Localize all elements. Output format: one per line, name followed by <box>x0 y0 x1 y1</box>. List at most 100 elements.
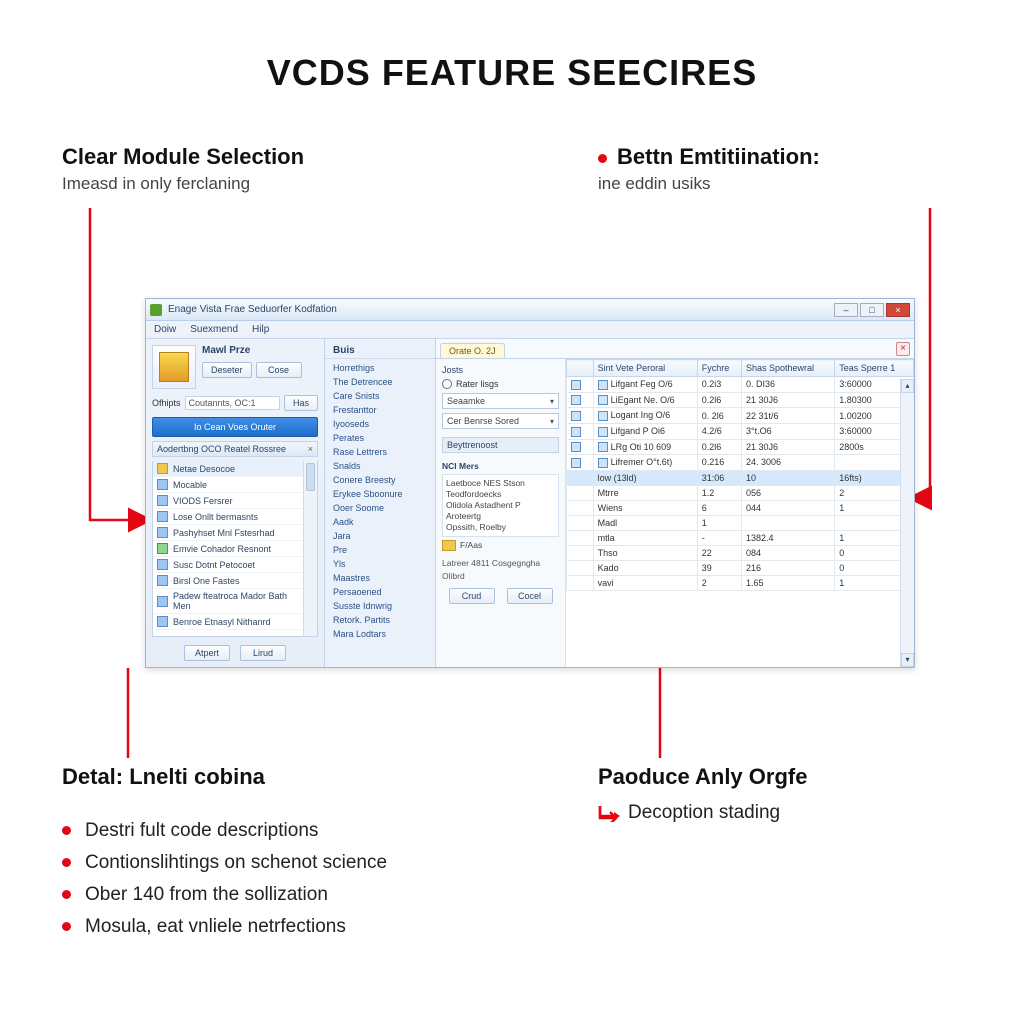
nav-item[interactable]: Horrethigs <box>325 361 435 375</box>
tree-item[interactable]: Pashyhset Mnl Fstesrhad <box>153 525 303 541</box>
table-row[interactable]: Mtrre1.20562 <box>567 485 914 500</box>
table-row[interactable]: Wiens60441 <box>567 500 914 515</box>
table-cell: 0. 2l6 <box>697 408 741 424</box>
nav-item[interactable]: Ooer Soome <box>325 501 435 515</box>
nav-item[interactable]: Persaoened <box>325 585 435 599</box>
callout-top-left: Clear Module Selection Imeasd in only fe… <box>62 144 304 194</box>
nav-item[interactable]: Yls <box>325 557 435 571</box>
tree-item[interactable]: VIODS Fersrer <box>153 493 303 509</box>
tree-item[interactable]: Mocable <box>153 477 303 493</box>
app-icon <box>150 304 162 316</box>
window-titlebar[interactable]: Enage Vista Frae Seduorfer Kodfation – □… <box>146 299 914 321</box>
tree-item[interactable]: Netae Desocoe <box>153 461 303 477</box>
table-row[interactable]: Lifgand P Oi64.2/63°t.O63:60000 <box>567 423 914 439</box>
left-pane: Mawl Prze Deseter Cose Ofhipts Coutannts… <box>146 339 324 667</box>
tab-active[interactable]: Orate O. 2J <box>440 343 505 358</box>
maximize-button[interactable]: □ <box>860 303 884 317</box>
filter-combo-1[interactable]: Seaamke <box>442 393 559 409</box>
tree-item[interactable]: Emvie Cohador Resnont <box>153 541 303 557</box>
table-row[interactable]: vavi21.651 <box>567 575 914 590</box>
tab-close-icon[interactable]: × <box>896 342 910 356</box>
table-cell: 3°t.O6 <box>741 423 834 439</box>
column-header[interactable]: Shas Spothewral <box>741 360 834 377</box>
table-row[interactable]: LRg Oti 10 6090.2l621 30J62800s <box>567 439 914 455</box>
table-row[interactable]: mtla-1382.41 <box>567 530 914 545</box>
atpert-button[interactable]: Atpert <box>184 645 230 661</box>
nav-item[interactable]: Perates <box>325 431 435 445</box>
nav-item[interactable]: Retork. Partits <box>325 613 435 627</box>
menu-item[interactable]: Hilp <box>252 324 269 335</box>
panel-close-icon[interactable]: × <box>308 444 313 454</box>
info-folder[interactable]: F/Aas <box>442 540 559 551</box>
close-button[interactable]: × <box>886 303 910 317</box>
filter-radio[interactable]: Rater lisgs <box>442 379 559 389</box>
cocel-button[interactable]: Cocel <box>507 588 553 604</box>
callout-sub: Imeasd in only ferclaning <box>62 174 304 194</box>
nav-item[interactable]: Conere Breesty <box>325 473 435 487</box>
nav-item[interactable]: Susste Idnwrig <box>325 599 435 613</box>
tree-item-icon <box>157 495 168 506</box>
content-pane: Orate O. 2J × Josts Rater lisgs Seaamke … <box>436 339 914 667</box>
table-cell: Kado <box>593 560 697 575</box>
cose-button[interactable]: Cose <box>256 362 302 378</box>
table-row[interactable]: low (13ld)31:061016fts) <box>567 470 914 485</box>
minimize-button[interactable]: – <box>834 303 858 317</box>
table-row[interactable]: LiEgant Ne. O/60.2l621 30J61.80300 <box>567 392 914 408</box>
nav-item[interactable]: Pre <box>325 543 435 557</box>
row-icon <box>598 395 608 405</box>
table-cell: 084 <box>741 545 834 560</box>
table-cell: 0.2i3 <box>697 377 741 393</box>
crud-button[interactable]: Crud <box>449 588 495 604</box>
nav-item[interactable]: Care Snists <box>325 389 435 403</box>
filter-combo-2[interactable]: Cer Benrse Sored <box>442 413 559 429</box>
tree-item-label: Susc Dotnt Petocoet <box>173 560 255 570</box>
column-header[interactable] <box>567 360 594 377</box>
row-icon <box>571 411 581 421</box>
tree-item-label: Birsl One Fastes <box>173 576 240 586</box>
table-cell: LRg Oti 10 609 <box>593 439 697 455</box>
callout-top-right: Bettn Emtitiination: ine eddin usiks <box>598 144 820 194</box>
tree-item-icon <box>157 559 168 570</box>
table-row[interactable]: Kado392160 <box>567 560 914 575</box>
nav-item[interactable]: Erykee Sboonure <box>325 487 435 501</box>
nav-item[interactable]: Iyooseds <box>325 417 435 431</box>
column-header[interactable]: Sint Vete Peroral <box>593 360 697 377</box>
tree-item[interactable]: Benroe Etnasyl Nithanrd <box>153 614 303 630</box>
nav-item[interactable]: Snalds <box>325 459 435 473</box>
nav-item[interactable]: Aadk <box>325 515 435 529</box>
lirud-button[interactable]: Lirud <box>240 645 286 661</box>
table-cell <box>567 515 594 530</box>
scroll-down-icon[interactable]: ▾ <box>901 653 914 667</box>
menu-item[interactable]: Doiw <box>154 324 176 335</box>
scroll-up-icon[interactable]: ▴ <box>901 379 914 393</box>
callout-title: Detal: Lnelti cobina <box>62 764 265 790</box>
menu-item[interactable]: Suexmend <box>190 324 238 335</box>
table-scrollbar[interactable]: ▴ ▾ <box>900 379 914 667</box>
nav-item[interactable]: Maastres <box>325 571 435 585</box>
table-row[interactable]: Thso220840 <box>567 545 914 560</box>
desoter-button[interactable]: Deseter <box>202 362 252 378</box>
table-cell: 4.2/6 <box>697 423 741 439</box>
tree-item[interactable]: Lose Onllt bermasnts <box>153 509 303 525</box>
table-row[interactable]: Lifremer O°t.6t)0.21624. 3006 <box>567 455 914 471</box>
nav-item[interactable]: Rase Lettrers <box>325 445 435 459</box>
table-cell <box>567 485 594 500</box>
table-row[interactable]: Madl1 <box>567 515 914 530</box>
table-row[interactable]: Logant Ing O/60. 2l622 31t/61.00200 <box>567 408 914 424</box>
nav-item[interactable]: Jara <box>325 529 435 543</box>
tree-item[interactable]: Padew fteatroca Mador Bath Men <box>153 589 303 614</box>
scrollbar[interactable] <box>303 461 317 636</box>
tree-item[interactable]: Susc Dotnt Petocoet <box>153 557 303 573</box>
nav-item[interactable]: Mara Lodtars <box>325 627 435 641</box>
tree-item[interactable]: Birsl One Fastes <box>153 573 303 589</box>
primary-action-button[interactable]: Io Cean Voes Oruter <box>152 417 318 437</box>
column-header[interactable]: Teas Sperre 1 <box>835 360 914 377</box>
has-button[interactable]: Has <box>284 395 318 411</box>
nav-item[interactable]: Frestanttor <box>325 403 435 417</box>
table-row[interactable]: Lifgant Feg O/60.2i30. DI363:60000 <box>567 377 914 393</box>
tree-item-label: Mocable <box>173 480 207 490</box>
nav-item[interactable]: The Detrencee <box>325 375 435 389</box>
column-header[interactable]: Fychre <box>697 360 741 377</box>
module-icon[interactable] <box>152 345 196 389</box>
table-cell: 0.2l6 <box>697 439 741 455</box>
